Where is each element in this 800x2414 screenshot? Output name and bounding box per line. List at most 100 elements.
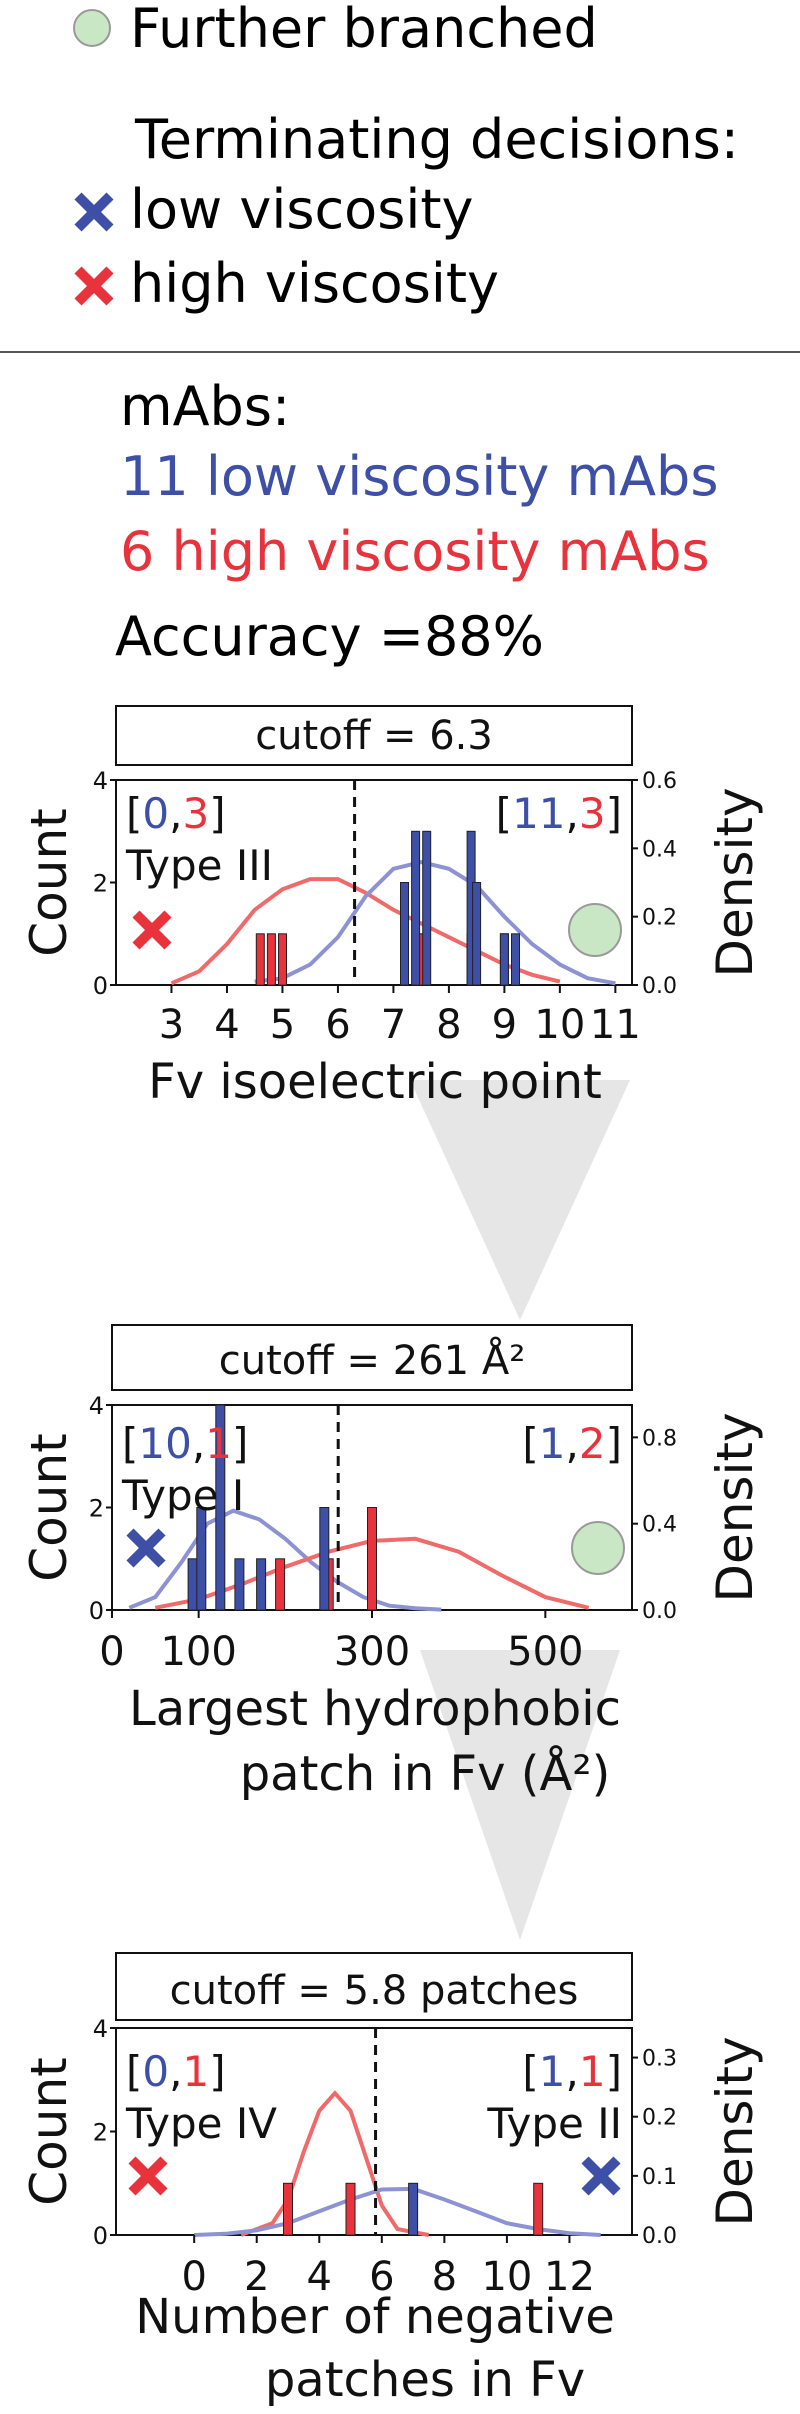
split-count-low: 10 — [138, 1419, 191, 1468]
legend-further-branched: Further branched — [130, 0, 598, 60]
x-tick-label: 4 — [214, 1002, 239, 1048]
split-count-open: [ — [522, 1419, 538, 1468]
split-count-open: [ — [126, 789, 142, 838]
bar-low — [400, 882, 409, 986]
x-axis-label-line2: patch in Fv (Å²) — [240, 1745, 611, 1802]
y-axis-label: Count — [20, 2057, 78, 2206]
split-count-open: [ — [496, 789, 512, 838]
x-tick-label: 500 — [507, 1629, 583, 1675]
split-count-sep: , — [566, 2047, 579, 2096]
bar-high — [533, 2182, 544, 2236]
y-tick-label: 2 — [89, 1495, 104, 1523]
x-tick-label: 6 — [369, 2254, 394, 2300]
x-tick-label: 6 — [325, 1002, 350, 1048]
title-box — [115, 705, 633, 766]
right-split-counts: [11,3] — [496, 789, 622, 838]
x-tick-label: 4 — [307, 2254, 332, 2300]
title-box — [115, 1952, 633, 2021]
bar-low — [215, 1404, 226, 1611]
x-axis-label: Largest hydrophobic — [129, 1681, 621, 1737]
bar-low — [256, 1558, 267, 1611]
summary-low: 11 low viscosity mAbs — [120, 445, 718, 508]
bar-low — [408, 2182, 419, 2236]
y2-tick-label: 0.0 — [642, 974, 677, 999]
y-axis-label: Count — [20, 1433, 78, 1582]
x-tick-label: 2 — [244, 2254, 269, 2300]
left-split-counts: [0,1] — [126, 2047, 226, 2096]
x-tick-label: 100 — [160, 1629, 236, 1675]
bar-low — [187, 1558, 198, 1611]
high-viscosity-x-icon — [132, 910, 172, 950]
x-tick-label: 9 — [492, 1002, 517, 1048]
further-branched-marker — [571, 1521, 625, 1575]
bar-low — [234, 1558, 245, 1611]
branch-funnel-2 — [420, 1650, 620, 1940]
y2-tick-label: 0.4 — [642, 1513, 677, 1538]
split-count-close: ] — [209, 2047, 225, 2096]
y-tick-label: 2 — [93, 870, 108, 898]
left-type-label: Type III — [125, 841, 273, 890]
split-count-sep: , — [566, 789, 579, 838]
split-count-close: ] — [209, 789, 225, 838]
legend-high-label: high viscosity — [130, 252, 499, 315]
left-type-label: Type I — [121, 1471, 244, 1520]
y-tick-label: 2 — [93, 2119, 108, 2147]
bar-high — [367, 1507, 377, 1611]
low-viscosity-x-icon — [74, 192, 114, 232]
bar-high — [255, 933, 265, 986]
legend-terminating-header: Terminating decisions: — [134, 108, 739, 171]
x-tick-label: 300 — [334, 1629, 410, 1675]
title-box — [111, 1324, 633, 1391]
summary: mAbs: 11 low viscosity mAbs 6 high visco… — [115, 375, 718, 668]
split-count-high: 2 — [579, 1419, 606, 1468]
left-split-counts: [10,1] — [122, 1419, 248, 1468]
bar-low — [196, 1507, 207, 1611]
summary-heading: mAbs: — [120, 375, 290, 438]
split-count-low: 1 — [539, 1419, 566, 1468]
split-count-sep: , — [169, 789, 182, 838]
branch-funnel-1 — [410, 1080, 630, 1320]
y-tick-label: 4 — [93, 2015, 108, 2043]
x-axis-label: Fv isoelectric point — [148, 1054, 602, 1110]
bar-low — [472, 882, 482, 986]
y2-axis-label: Density — [706, 1412, 764, 1602]
split-count-close: ] — [606, 789, 622, 838]
split-count-sep: , — [192, 1419, 205, 1468]
split-count-low: 0 — [142, 2047, 169, 2096]
bar-high — [345, 2182, 356, 2236]
x-tick-label: 5 — [270, 1002, 295, 1048]
high-viscosity-x-icon — [128, 2156, 168, 2196]
x-tick-label: 7 — [381, 1002, 406, 1048]
y-tick-label: 0 — [93, 2222, 108, 2250]
high-viscosity-x-icon-shape — [74, 266, 114, 306]
kde-line-low — [128, 1508, 442, 1612]
split-count-open: [ — [522, 2047, 538, 2096]
further-branched-marker — [73, 9, 111, 47]
split-count-close: ] — [232, 1419, 248, 1468]
bar-low — [422, 830, 432, 986]
split-count-low: 0 — [142, 789, 169, 838]
y-tick-label: 0 — [89, 1597, 104, 1625]
x-tick-label: 11 — [590, 1002, 641, 1048]
bar-low — [499, 933, 509, 986]
split-count-close: ] — [606, 1419, 622, 1468]
split-count-high: 1 — [579, 2047, 606, 2096]
y2-axis-label: Density — [706, 2036, 764, 2226]
bar-low — [319, 1507, 330, 1611]
y-axis-label: Count — [20, 808, 78, 957]
high-viscosity-x-icon — [74, 266, 114, 306]
split-count-high: 1 — [182, 2047, 209, 2096]
split-count-low: 11 — [512, 789, 565, 838]
split-count-close: ] — [606, 2047, 622, 2096]
split-count-open: [ — [126, 2047, 142, 2096]
y2-tick-label: 0.2 — [642, 2106, 677, 2131]
x-axis-label-line2: patches in Fv — [265, 2352, 585, 2408]
kde-line-high — [240, 2090, 430, 2237]
chart-title: cutoff = 6.3 — [255, 713, 493, 759]
kde-line-low — [254, 859, 616, 986]
y-tick-label: 4 — [93, 767, 108, 795]
y2-tick-label: 0.1 — [642, 2165, 677, 2190]
low-viscosity-x-icon-shape — [74, 192, 114, 232]
split-count-high: 1 — [205, 1419, 232, 1468]
